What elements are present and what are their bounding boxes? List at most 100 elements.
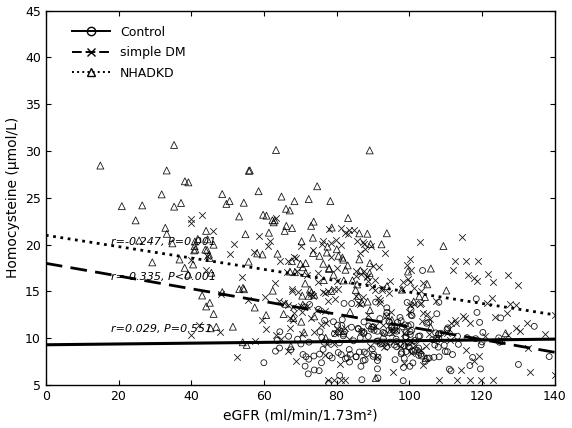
Point [308, 234, 317, 241]
Point [403, 276, 412, 282]
Point [313, 183, 322, 190]
Point [401, 333, 410, 340]
Point [297, 331, 307, 338]
Point [392, 343, 402, 350]
Point [511, 324, 521, 331]
Point [395, 342, 404, 349]
Point [315, 351, 324, 357]
Point [406, 321, 415, 328]
Point [180, 178, 189, 185]
Point [456, 367, 465, 374]
Point [238, 339, 247, 346]
Point [254, 188, 263, 195]
Point [161, 224, 170, 231]
Point [319, 260, 328, 267]
Point [418, 318, 427, 324]
Point [235, 286, 244, 293]
Point [303, 303, 312, 310]
Point [257, 316, 266, 323]
Point [201, 267, 210, 273]
Point [422, 310, 431, 317]
Point [299, 264, 308, 270]
Point [478, 339, 487, 345]
Point [275, 328, 284, 335]
Point [360, 246, 370, 253]
Point [331, 296, 340, 303]
Point [313, 269, 323, 276]
Point [339, 256, 348, 263]
Point [368, 262, 378, 269]
Point [352, 281, 362, 288]
Point [319, 238, 328, 245]
Point [206, 325, 215, 332]
Point [379, 332, 388, 339]
Point [540, 331, 549, 338]
Point [304, 370, 313, 377]
Text: r=-0.247, P=0.001: r=-0.247, P=0.001 [112, 237, 216, 247]
Point [327, 224, 336, 231]
Point [186, 256, 196, 263]
Point [291, 357, 300, 364]
Point [355, 256, 364, 263]
Point [494, 334, 503, 341]
Point [424, 355, 434, 362]
Point [297, 318, 306, 325]
Point [396, 317, 406, 324]
Point [338, 254, 347, 261]
Point [375, 315, 384, 322]
Point [359, 238, 368, 245]
Point [333, 349, 343, 356]
Point [434, 377, 443, 384]
Point [250, 304, 259, 311]
Point [360, 241, 369, 248]
Point [254, 233, 263, 240]
Point [469, 358, 478, 365]
Point [381, 312, 390, 319]
Point [201, 246, 210, 253]
Point [351, 286, 360, 293]
Point [229, 241, 238, 247]
Point [377, 340, 386, 347]
Point [298, 301, 307, 308]
Point [176, 199, 185, 206]
Point [439, 243, 448, 250]
Point [339, 330, 348, 337]
Point [309, 247, 318, 253]
Point [370, 327, 379, 334]
Point [404, 322, 413, 329]
Point [341, 377, 350, 384]
Point [320, 290, 329, 297]
Point [428, 336, 437, 343]
Point [496, 337, 506, 344]
Point [212, 324, 221, 330]
Point [296, 243, 305, 250]
Point [218, 288, 227, 295]
Point [452, 319, 461, 326]
Point [373, 357, 382, 364]
Point [358, 376, 367, 383]
Point [379, 329, 388, 336]
Point [399, 279, 408, 285]
Point [186, 220, 196, 227]
Point [373, 328, 382, 335]
Point [382, 341, 391, 348]
Point [337, 316, 347, 323]
Point [450, 258, 459, 265]
Point [448, 266, 458, 273]
Point [258, 251, 267, 258]
Point [371, 299, 380, 306]
Point [297, 292, 307, 299]
Point [372, 354, 382, 361]
Y-axis label: Homocysteine (μmol/L): Homocysteine (μmol/L) [6, 117, 19, 279]
Point [283, 269, 292, 276]
Point [244, 297, 253, 303]
Point [523, 345, 532, 352]
Point [442, 287, 451, 294]
Point [331, 236, 340, 243]
Point [462, 347, 471, 354]
Point [550, 372, 559, 378]
Point [270, 217, 279, 224]
Point [397, 349, 406, 356]
Point [285, 315, 295, 322]
Point [293, 336, 302, 342]
